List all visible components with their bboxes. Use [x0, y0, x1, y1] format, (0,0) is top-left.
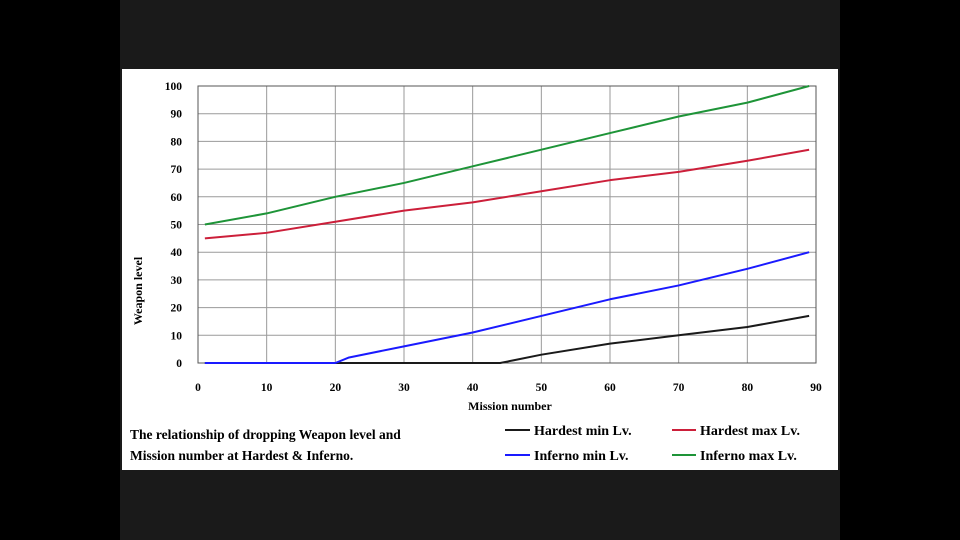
- y-tick-label: 10: [171, 330, 183, 342]
- x-tick-label: 90: [810, 382, 822, 394]
- x-tick-label: 20: [330, 382, 342, 394]
- y-tick-label: 90: [171, 109, 183, 121]
- y-tick-label: 30: [171, 275, 183, 287]
- x-tick-label: 10: [261, 382, 273, 394]
- legend-item-hardest-min: Hardest min Lv.: [505, 424, 632, 439]
- chart-background: [122, 69, 838, 470]
- series-line-hardest-max: [204, 148, 810, 240]
- x-tick-label: 40: [467, 382, 479, 394]
- legend-label-inferno-max: Inferno max Lv.: [700, 449, 797, 464]
- legend: Hardest min Lv. Hardest max Lv. Inferno …: [505, 424, 800, 464]
- y-tick-label: 100: [165, 81, 183, 93]
- y-tick-label: 50: [171, 220, 183, 232]
- legend-item-inferno-max: Inferno max Lv.: [672, 449, 797, 464]
- y-tick-label: 0: [176, 358, 182, 370]
- series-line-hardest-min: [204, 314, 810, 364]
- y-tick-label: 70: [171, 164, 183, 176]
- legend-label-hardest-min: Hardest min Lv.: [534, 424, 632, 439]
- y-tick-label: 60: [171, 192, 183, 204]
- x-tick-label: 0: [195, 382, 201, 394]
- series-line-inferno-max: [204, 85, 810, 226]
- x-tick-labels: 0 10 20 30 40 50 60 70 80 90: [195, 382, 822, 394]
- plot-frame: [197, 85, 817, 364]
- left-letterbox: [0, 0, 120, 540]
- series-lines: [204, 85, 810, 364]
- right-letterbox: [840, 0, 960, 540]
- y-tick-label: 20: [171, 303, 183, 315]
- x-tick-label: 50: [536, 382, 548, 394]
- series-line-inferno-min: [204, 251, 810, 364]
- weapon-level-chart: 0 10 20 30 40 50 60 70 80 90 100 0 10 20 30 40 50 60 70 80…: [122, 69, 838, 470]
- x-axis-title: Mission number: [468, 399, 552, 413]
- y-tick-labels: 0 10 20 30 40 50 60 70 80 90 100: [165, 81, 183, 370]
- x-tick-label: 70: [673, 382, 685, 394]
- x-tick-label: 80: [742, 382, 754, 394]
- y-tick-label: 80: [171, 136, 183, 148]
- x-tick-label: 30: [398, 382, 410, 394]
- legend-item-inferno-min: Inferno min Lv.: [505, 449, 629, 464]
- y-axis-title: Weapon level: [131, 256, 145, 325]
- caption-line-1: The relationship of dropping Weapon leve…: [130, 427, 401, 442]
- caption-line-2: Mission number at Hardest & Inferno.: [130, 448, 353, 463]
- legend-item-hardest-max: Hardest max Lv.: [672, 424, 800, 439]
- x-tick-label: 60: [604, 382, 616, 394]
- chart-card: 0 10 20 30 40 50 60 70 80 90 100 0 10 20 30 40 50 60 70 80…: [122, 69, 838, 470]
- y-tick-label: 40: [171, 247, 183, 259]
- legend-label-inferno-min: Inferno min Lv.: [534, 449, 629, 464]
- legend-label-hardest-max: Hardest max Lv.: [700, 424, 800, 439]
